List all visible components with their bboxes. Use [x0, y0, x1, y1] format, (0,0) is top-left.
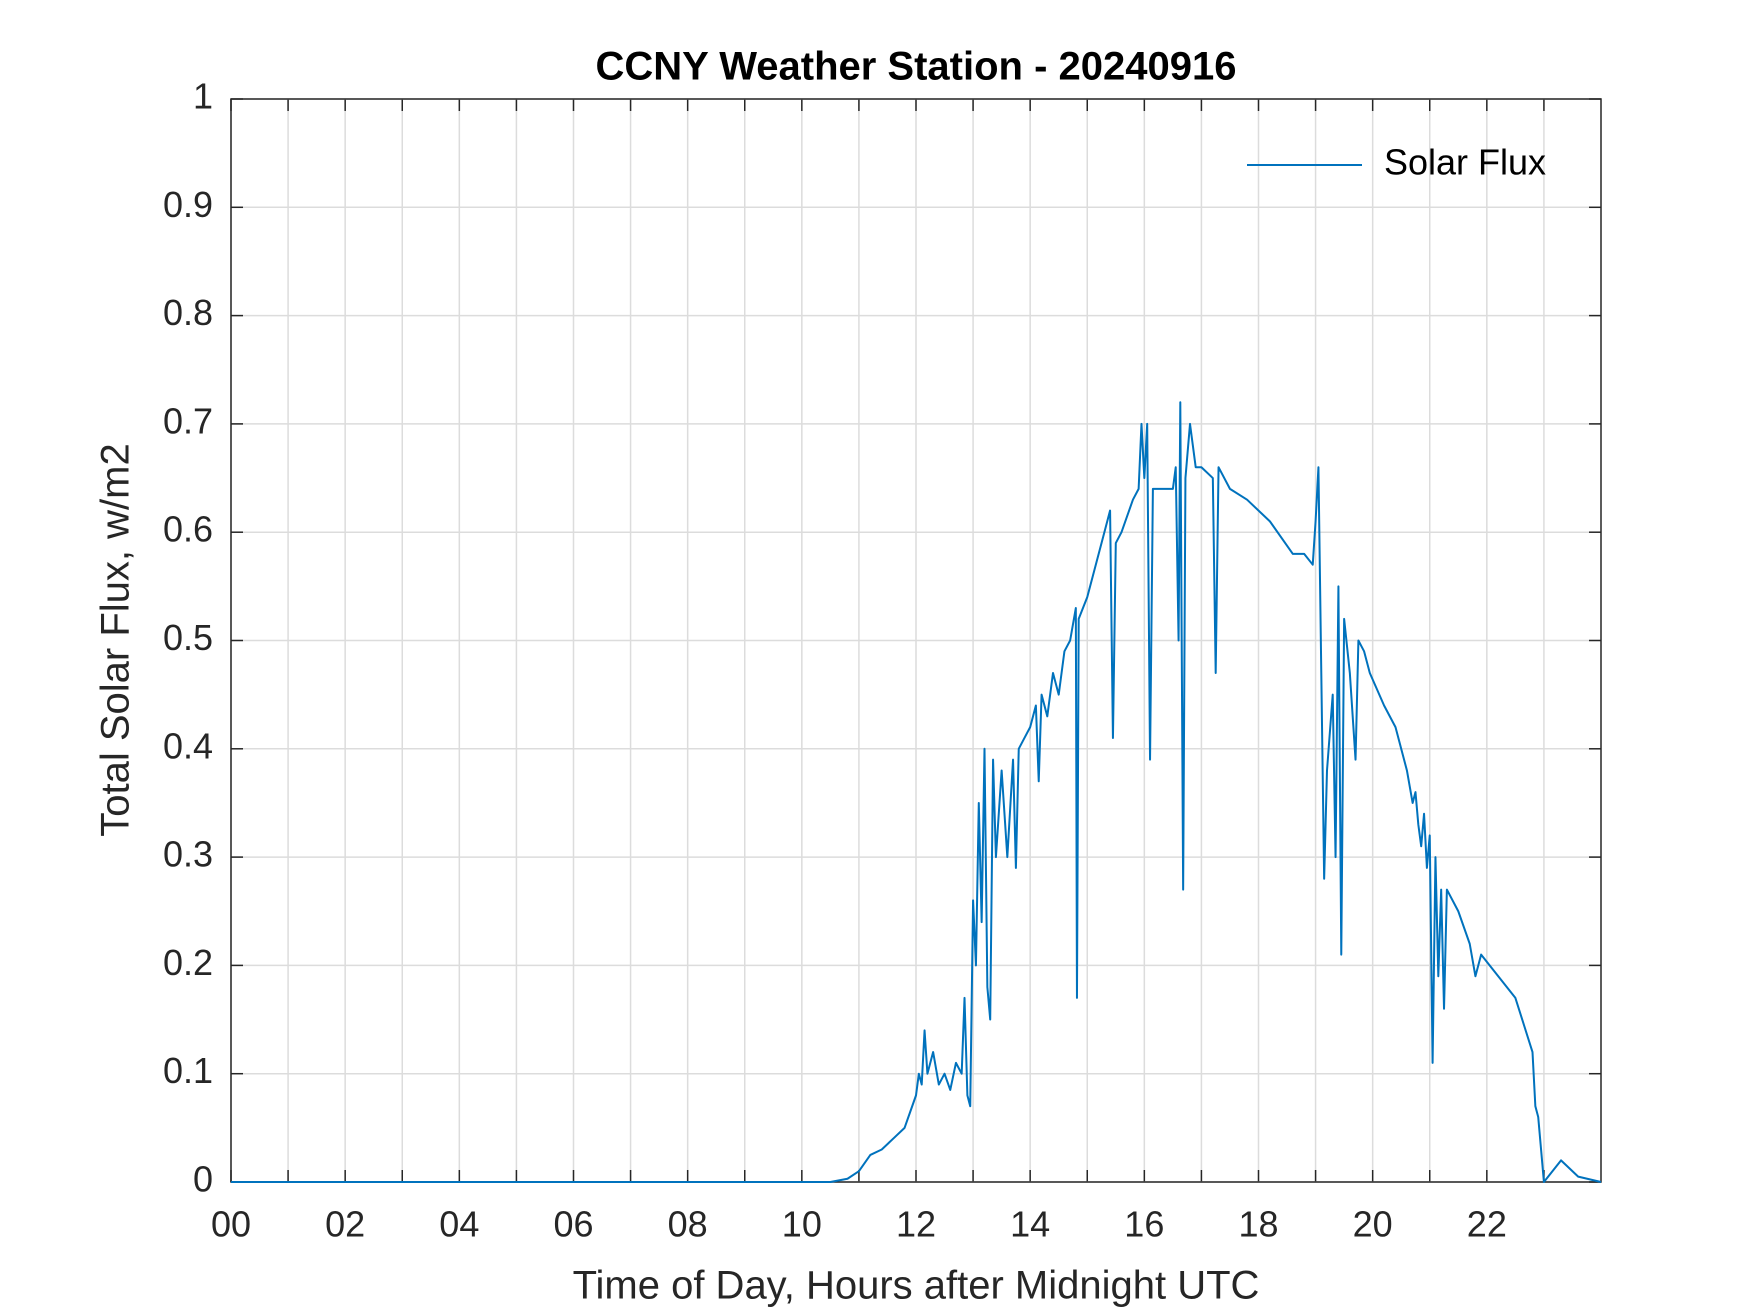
y-tick-label: 1 [193, 76, 213, 117]
x-tick-label: 02 [325, 1204, 365, 1245]
y-tick-label: 0.1 [163, 1050, 213, 1091]
x-tick-label: 06 [553, 1204, 593, 1245]
x-tick-label: 10 [782, 1204, 822, 1245]
y-tick-label: 0.8 [163, 292, 213, 333]
x-tick-label: 12 [896, 1204, 936, 1245]
y-axis-label: Total Solar Flux, w/m2 [94, 443, 138, 836]
chart-title: CCNY Weather Station - 20240916 [596, 45, 1237, 89]
x-tick-label: 14 [1010, 1204, 1050, 1245]
x-tick-label: 00 [211, 1204, 251, 1245]
y-tick-label: 0.4 [163, 725, 213, 766]
data-line [231, 401, 1602, 1183]
y-tick-label: 0.3 [163, 834, 213, 875]
x-tick-label: 20 [1353, 1204, 1393, 1245]
x-tick-label: 08 [668, 1204, 708, 1245]
y-tick-label: 0.5 [163, 617, 213, 658]
y-tick-label: 0.9 [163, 184, 213, 225]
x-tick-label: 04 [439, 1204, 479, 1245]
plot-frame [230, 98, 1602, 1183]
y-tick-label: 0.7 [163, 400, 213, 441]
x-tick-label: 18 [1238, 1204, 1278, 1245]
x-tick-label: 16 [1124, 1204, 1164, 1245]
x-tick-label: 22 [1467, 1204, 1507, 1245]
legend-label: Solar Flux [1384, 142, 1546, 183]
y-tick-label: 0.2 [163, 942, 213, 983]
x-axis-label: Time of Day, Hours after Midnight UTC [573, 1264, 1260, 1308]
y-tick-label: 0.6 [163, 509, 213, 550]
y-tick-label: 0 [193, 1159, 213, 1200]
